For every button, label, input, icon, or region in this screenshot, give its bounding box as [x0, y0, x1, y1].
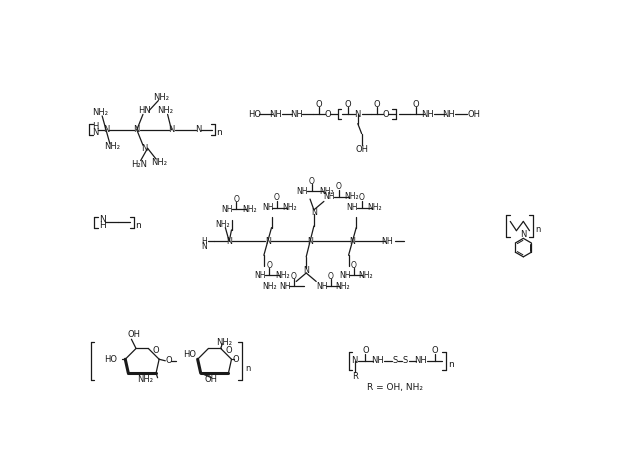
Text: O: O — [413, 100, 420, 109]
Text: NH: NH — [316, 282, 327, 291]
Text: O: O — [345, 100, 351, 109]
Text: NH₂: NH₂ — [104, 142, 120, 151]
Text: N: N — [168, 125, 175, 135]
Text: N: N — [134, 125, 140, 135]
Text: O: O — [316, 100, 322, 109]
Text: NH: NH — [381, 237, 393, 246]
Text: HO: HO — [249, 110, 262, 119]
Text: NH: NH — [415, 356, 427, 365]
Text: NH: NH — [290, 110, 303, 119]
Text: NH: NH — [279, 282, 290, 291]
Text: NH₂: NH₂ — [92, 108, 108, 117]
Text: NH₂: NH₂ — [344, 192, 359, 201]
Text: NH₂: NH₂ — [216, 338, 232, 347]
Text: n: n — [535, 226, 541, 235]
Text: N: N — [99, 215, 105, 224]
Text: O: O — [362, 346, 369, 355]
Text: H: H — [99, 221, 105, 230]
Text: OH: OH — [128, 330, 141, 339]
Text: N: N — [103, 125, 109, 135]
Text: O: O — [335, 182, 342, 191]
Text: N: N — [520, 230, 526, 239]
Text: O: O — [324, 110, 331, 119]
Text: NH₂: NH₂ — [242, 204, 257, 214]
Text: NH₂: NH₂ — [283, 203, 298, 212]
Text: N: N — [311, 208, 317, 217]
Text: n: n — [135, 221, 141, 230]
Text: NH: NH — [339, 271, 350, 280]
Text: NH: NH — [324, 192, 335, 201]
Text: O: O — [274, 193, 280, 202]
Text: N: N — [303, 266, 309, 275]
Text: O: O — [359, 193, 365, 202]
Text: NH: NH — [442, 110, 455, 119]
Text: N: N — [265, 237, 271, 246]
Text: O: O — [291, 271, 297, 280]
Text: HO: HO — [183, 350, 196, 359]
Text: HO: HO — [105, 355, 118, 364]
Text: OH: OH — [467, 110, 480, 119]
Text: S: S — [392, 356, 397, 365]
Text: OH: OH — [355, 144, 368, 153]
Text: O: O — [153, 346, 159, 354]
Text: NH₂: NH₂ — [262, 282, 277, 291]
Text: NH₂: NH₂ — [153, 93, 169, 102]
Text: H: H — [202, 237, 208, 246]
Text: n: n — [245, 364, 250, 373]
Text: OH: OH — [205, 375, 218, 384]
Text: O: O — [267, 261, 272, 270]
Text: N: N — [195, 125, 202, 135]
Text: NH: NH — [269, 110, 281, 119]
Text: N: N — [226, 237, 232, 246]
Text: NH: NH — [347, 203, 358, 212]
Text: O: O — [351, 261, 357, 270]
Text: n: n — [448, 360, 454, 369]
Text: HN: HN — [138, 106, 151, 115]
Text: n: n — [216, 128, 222, 137]
Text: NH₂: NH₂ — [335, 282, 350, 291]
Text: H: H — [92, 122, 99, 131]
Text: N: N — [352, 356, 358, 365]
Text: H₂N: H₂N — [131, 160, 147, 169]
Text: N: N — [355, 110, 361, 119]
Text: O: O — [225, 346, 232, 354]
Text: NH₂: NH₂ — [216, 220, 231, 229]
Text: NH₂: NH₂ — [319, 187, 334, 196]
Text: N: N — [307, 237, 313, 246]
Text: O: O — [432, 346, 438, 355]
Text: NH₂: NH₂ — [275, 271, 290, 280]
Text: NH₂: NH₂ — [157, 106, 174, 115]
Text: O: O — [382, 110, 389, 119]
Text: N: N — [141, 144, 148, 153]
Text: NH: NH — [371, 356, 384, 365]
Text: NH₂: NH₂ — [151, 158, 167, 167]
Text: O: O — [233, 355, 239, 364]
Text: NH₂: NH₂ — [358, 271, 373, 280]
Text: NH: NH — [254, 271, 266, 280]
Text: O: O — [309, 177, 314, 186]
Text: NH₂: NH₂ — [137, 375, 153, 384]
Text: NH: NH — [422, 110, 434, 119]
Text: N: N — [350, 237, 355, 246]
Text: O: O — [374, 100, 380, 109]
Text: N: N — [202, 242, 208, 251]
Text: R: R — [352, 371, 358, 381]
Text: O: O — [233, 194, 239, 203]
Text: NH: NH — [221, 204, 232, 214]
Text: O: O — [328, 271, 334, 280]
Text: NH: NH — [296, 187, 308, 196]
Text: R = OH, NH₂: R = OH, NH₂ — [367, 383, 423, 392]
Text: S: S — [403, 356, 408, 365]
Text: O: O — [165, 356, 172, 365]
Text: NH: NH — [262, 203, 273, 212]
Text: NH₂: NH₂ — [368, 203, 382, 212]
Text: N: N — [92, 127, 99, 136]
